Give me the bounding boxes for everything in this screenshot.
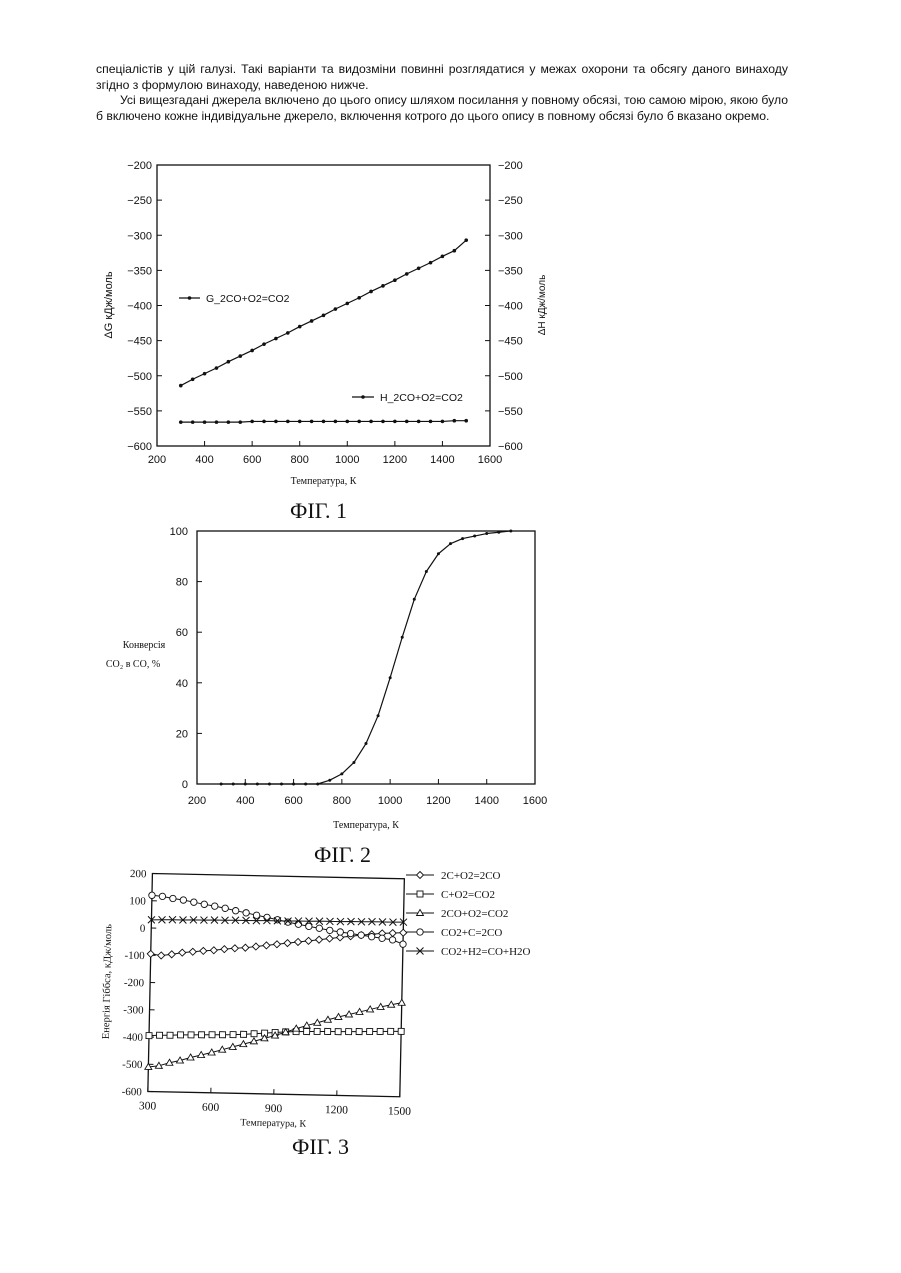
data-point bbox=[146, 1033, 152, 1039]
y-tick-label: -100 bbox=[124, 950, 145, 962]
data-point bbox=[232, 907, 239, 914]
data-point bbox=[400, 941, 407, 948]
data-point bbox=[188, 1032, 194, 1038]
data-point bbox=[252, 943, 259, 950]
data-point bbox=[377, 1028, 383, 1034]
data-point bbox=[285, 919, 292, 926]
legend-marker bbox=[417, 872, 424, 879]
y-axis-label: Енергія Гіббса, кДж/моль bbox=[101, 924, 114, 1040]
data-point bbox=[379, 935, 386, 942]
figure-3-caption: ФІГ. 3 bbox=[292, 1134, 349, 1160]
figure-3-chart: 300 600 900 1200 1500 200 100 0 -100 -200 -300 -400… bbox=[0, 0, 901, 1150]
x-tick-label: 600 bbox=[202, 1102, 220, 1114]
data-point bbox=[337, 929, 344, 936]
data-point bbox=[389, 937, 396, 944]
data-point bbox=[209, 1032, 215, 1038]
y-tick-label: -200 bbox=[124, 977, 145, 989]
data-point bbox=[168, 951, 175, 958]
data-point bbox=[274, 916, 281, 923]
data-point bbox=[326, 927, 333, 934]
data-point bbox=[170, 895, 177, 902]
x-tick-label: 900 bbox=[265, 1103, 283, 1115]
data-point bbox=[253, 912, 260, 919]
data-point bbox=[219, 1032, 225, 1038]
data-point bbox=[400, 929, 407, 936]
data-point bbox=[316, 925, 323, 932]
data-point bbox=[241, 1031, 247, 1037]
plot-frame bbox=[148, 874, 405, 1097]
data-point bbox=[159, 893, 166, 900]
data-point bbox=[326, 935, 333, 942]
legend-label: 2C+O2=2CO bbox=[441, 870, 501, 882]
data-point bbox=[294, 938, 301, 945]
data-point bbox=[230, 1032, 236, 1038]
data-point bbox=[304, 1028, 310, 1034]
data-point bbox=[189, 948, 196, 955]
y-tick-label: -600 bbox=[122, 1086, 143, 1098]
data-point bbox=[398, 1028, 404, 1034]
data-point bbox=[149, 892, 156, 899]
x-tick-label: 1200 bbox=[325, 1104, 348, 1116]
data-point bbox=[346, 1029, 352, 1035]
y-tick-label: -300 bbox=[123, 1004, 144, 1016]
data-point bbox=[147, 950, 154, 957]
data-point bbox=[167, 1032, 173, 1038]
data-point bbox=[398, 999, 405, 1005]
data-point bbox=[315, 936, 322, 943]
figure-3-group: 300 600 900 1200 1500 200 100 0 -100 -200 -300 -400… bbox=[99, 868, 416, 1132]
data-point bbox=[210, 947, 217, 954]
data-point bbox=[367, 1028, 373, 1034]
data-point bbox=[180, 897, 187, 904]
data-point bbox=[368, 933, 375, 940]
legend-label: CO2+C=2CO bbox=[441, 927, 502, 939]
data-point bbox=[389, 929, 396, 936]
y-tick-label: 200 bbox=[130, 868, 147, 880]
data-point bbox=[305, 937, 312, 944]
data-point bbox=[314, 1028, 320, 1034]
legend-label: 2CO+O2=CO2 bbox=[441, 908, 508, 920]
data-point bbox=[263, 942, 270, 949]
x-tick-label: 1500 bbox=[388, 1105, 411, 1117]
data-point bbox=[177, 1032, 183, 1038]
data-point bbox=[251, 1031, 257, 1037]
data-point bbox=[222, 905, 229, 912]
x-axis-label: Температура, К bbox=[240, 1117, 306, 1129]
data-point bbox=[335, 1029, 341, 1035]
data-point bbox=[156, 1032, 162, 1038]
data-point bbox=[191, 899, 198, 906]
y-tick-label: -400 bbox=[123, 1031, 144, 1043]
y-tick-label: 0 bbox=[140, 923, 146, 935]
y-tick-label: 100 bbox=[129, 895, 146, 907]
data-point bbox=[231, 945, 238, 952]
data-point bbox=[295, 921, 302, 928]
x-tick-label: 300 bbox=[139, 1100, 157, 1112]
data-point bbox=[358, 932, 365, 939]
data-point bbox=[264, 914, 271, 921]
data-point bbox=[158, 952, 165, 959]
data-point bbox=[273, 941, 280, 948]
legend-marker bbox=[417, 929, 423, 935]
data-point bbox=[179, 949, 186, 956]
data-point bbox=[221, 946, 228, 953]
data-point bbox=[211, 903, 218, 910]
data-point bbox=[242, 944, 249, 951]
legend-marker bbox=[417, 891, 423, 897]
data-point bbox=[198, 1032, 204, 1038]
data-point bbox=[243, 910, 250, 917]
data-point bbox=[388, 1028, 394, 1034]
data-point bbox=[201, 901, 208, 908]
data-point bbox=[356, 1029, 362, 1035]
data-point bbox=[325, 1028, 331, 1034]
data-point bbox=[284, 940, 291, 947]
legend-label: C+O2=CO2 bbox=[441, 889, 495, 901]
y-tick-label: -500 bbox=[122, 1059, 143, 1071]
legend-label: CO2+H2=CO+H2O bbox=[441, 946, 531, 958]
data-point bbox=[347, 930, 354, 937]
data-point bbox=[200, 947, 207, 954]
